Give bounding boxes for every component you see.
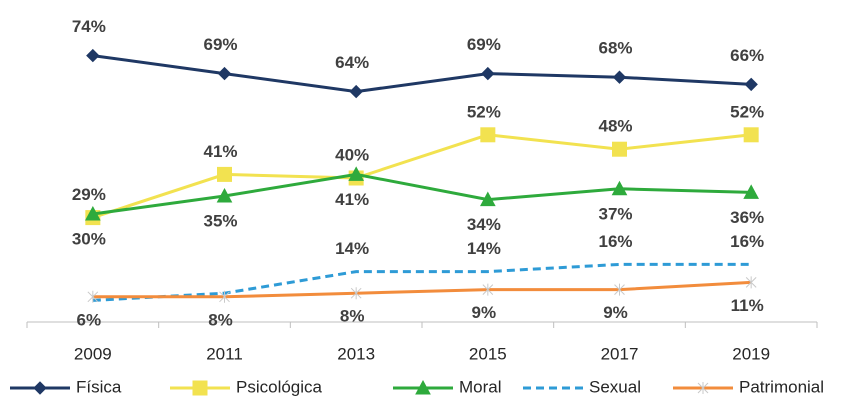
data-point [481, 66, 495, 81]
legend-marker [415, 379, 431, 395]
x-tick-label: 2013 [337, 344, 375, 363]
data-point [612, 141, 627, 157]
data-label: 48% [598, 117, 632, 136]
data-label: 9% [472, 303, 497, 322]
data-label: 52% [730, 102, 764, 121]
data-label: 34% [467, 215, 501, 234]
legend-label: Física [76, 377, 122, 396]
data-point [611, 180, 628, 196]
data-label: 68% [598, 39, 632, 58]
data-label: 16% [730, 232, 764, 251]
data-point [479, 191, 496, 207]
data-point [349, 84, 363, 99]
data-label: 11% [731, 296, 764, 315]
data-point [86, 48, 100, 63]
data-point [348, 166, 365, 181]
legend-label: Psicológica [236, 377, 323, 396]
data-label: 6% [77, 310, 102, 329]
data-label: 29% [72, 185, 106, 204]
data-point [745, 276, 757, 289]
data-label: 69% [203, 35, 237, 54]
data-label: 14% [467, 239, 501, 258]
data-label: 66% [730, 46, 764, 65]
data-point [84, 205, 101, 221]
data-point [217, 66, 232, 81]
data-point [614, 283, 625, 296]
data-label: 14% [335, 239, 369, 258]
data-label: 64% [335, 53, 369, 72]
data-label: 41% [203, 142, 237, 161]
data-point [217, 166, 232, 182]
data-label: 16% [598, 232, 632, 251]
series-line [92, 262, 752, 302]
legend-marker [697, 382, 709, 394]
data-label: 40% [335, 145, 369, 164]
x-tick-label: 2017 [601, 344, 639, 363]
legend-marker [33, 381, 47, 395]
data-label: 74% [72, 17, 106, 36]
series-line [92, 172, 752, 216]
legend-label: Patrimonial [739, 377, 824, 396]
x-tick-label: 2015 [469, 344, 507, 363]
data-label: 9% [603, 303, 628, 322]
data-point [219, 290, 230, 303]
data-point [482, 283, 494, 296]
legend-marker [192, 380, 208, 396]
data-label: 52% [467, 102, 501, 121]
data-label: 35% [203, 211, 237, 230]
legend-label: Moral [459, 377, 502, 396]
data-label: 30% [72, 229, 106, 248]
x-tick-label: 2011 [206, 344, 243, 363]
data-label: 37% [598, 204, 632, 223]
data-point [480, 127, 496, 143]
data-point [216, 187, 233, 203]
series-line [92, 54, 752, 94]
series-line [92, 133, 752, 220]
x-tick-label: 2019 [732, 344, 770, 363]
data-point [744, 77, 758, 92]
data-point [350, 287, 362, 300]
data-label: 36% [730, 208, 764, 227]
legend-label: Sexual [589, 377, 641, 396]
x-tick-label: 2009 [74, 344, 112, 363]
data-label: 69% [467, 35, 501, 54]
data-label: 8% [208, 310, 233, 329]
data-point [743, 184, 760, 199]
data-point [743, 127, 759, 143]
data-point [87, 290, 99, 303]
data-label: 41% [335, 190, 369, 209]
data-label: 8% [340, 307, 365, 326]
series-line [92, 280, 752, 299]
data-point [612, 70, 627, 84]
